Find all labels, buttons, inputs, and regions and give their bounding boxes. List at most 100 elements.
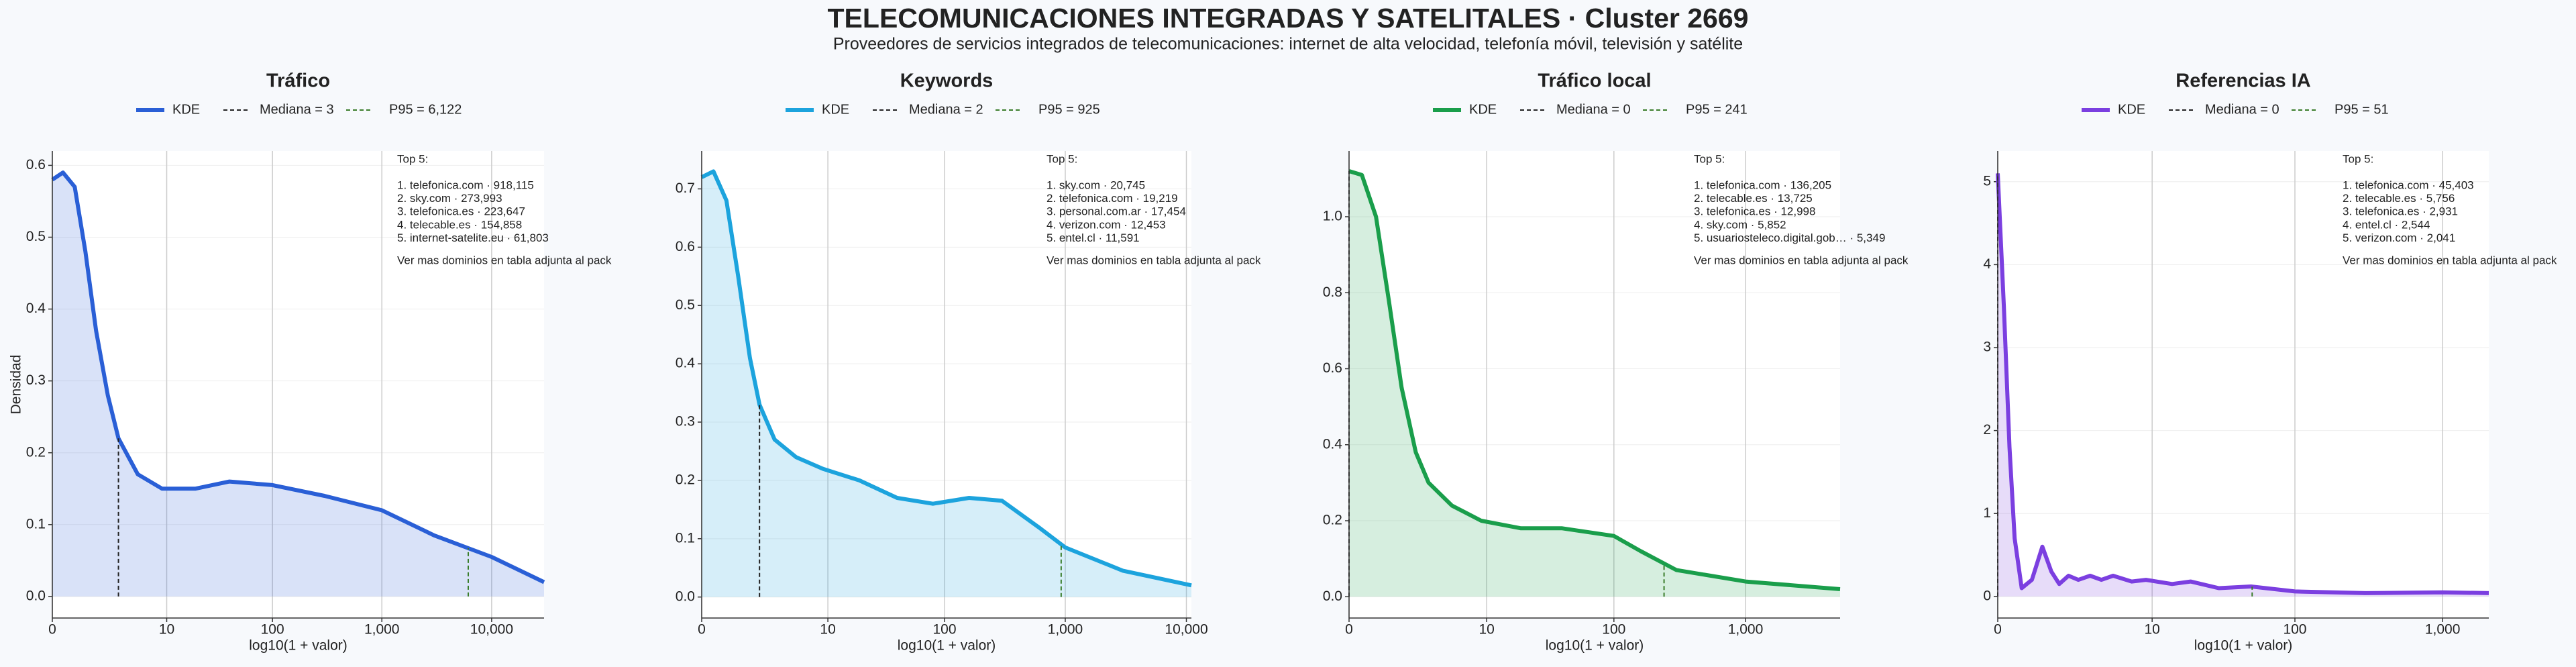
panel: 0.0 0.2 0.4 0.6 0.8 1.0 0 10 100 1,000 KDE Mediana … (1323, 70, 1909, 654)
legend-label: P95 = 925 (1038, 102, 1100, 117)
y-tick-label: 0.3 (26, 372, 46, 388)
y-tick-label: 0.2 (676, 472, 695, 487)
annotation-item: 1. sky.com · 20,745 (1046, 178, 1145, 191)
panel: 0 1 2 3 4 5 0 10 100 1,000 KDE Mediana = 0 P95 = 51 R… (1983, 70, 2557, 654)
x-tick-label: 10,000 (470, 622, 513, 637)
y-axis-label: Densidad (9, 355, 24, 415)
y-tick-label: 0.2 (26, 444, 46, 460)
x-axis-label: log10(1 + valor) (1546, 638, 1644, 654)
legend-label: KDE (2118, 102, 2145, 117)
legend-label: KDE (172, 102, 200, 117)
annotation-item: 5. internet-satelite.eu · 61,803 (397, 232, 549, 244)
y-tick-label: 0.4 (1323, 436, 1343, 452)
x-tick-label: 10 (820, 622, 835, 637)
annotation-heading: Top 5: (2343, 152, 2373, 165)
panel: 0.0 0.1 0.2 0.3 0.4 0.5 0.6 0.7 0 10 100 1,000 10,00… (676, 70, 1261, 654)
annotation-item: 3. telefonica.es · 2,931 (2343, 205, 2458, 218)
annotation-heading: Top 5: (1694, 152, 1725, 165)
y-tick-label: 0.1 (676, 530, 695, 546)
annotation-item: 2. telecable.es · 13,725 (1694, 192, 1813, 205)
panel-title: Referencias IA (2176, 70, 2311, 92)
x-tick-label: 10 (159, 622, 174, 637)
x-tick-label: 1,000 (2425, 622, 2461, 637)
y-tick-label: 5 (1983, 173, 1991, 189)
x-tick-label: 1,000 (364, 622, 400, 637)
annotation-footer: Ver mas dominios en tabla adjunta al pac… (1694, 254, 1909, 266)
y-tick-label: 0.3 (676, 414, 695, 429)
annotation-item: 3. telefonica.es · 223,647 (397, 205, 525, 218)
annotation-item: 4. telecable.es · 154,858 (397, 218, 522, 231)
plot-area (1998, 151, 2489, 618)
y-tick-label: 0.0 (676, 588, 695, 604)
legend-label: Mediana = 0 (1556, 102, 1631, 117)
y-tick-label: 0.5 (26, 229, 46, 244)
annotation-item: 1. telefonica.com · 45,403 (2343, 178, 2474, 191)
x-tick-label: 10,000 (1165, 622, 1208, 637)
x-tick-label: 0 (48, 622, 56, 637)
annotation-item: 1. telefonica.com · 136,205 (1694, 178, 1831, 191)
y-tick-label: 0.6 (1323, 360, 1342, 376)
kde-area (702, 171, 1191, 597)
legend-label: Mediana = 3 (260, 102, 334, 117)
x-tick-label: 100 (2283, 622, 2306, 637)
y-tick-label: 0.4 (26, 301, 46, 316)
legend-label: Mediana = 2 (909, 102, 983, 117)
x-axis-label: log10(1 + valor) (2194, 638, 2293, 654)
x-tick-label: 10 (2144, 622, 2159, 637)
annotation-footer: Ver mas dominios en tabla adjunta al pac… (397, 254, 612, 266)
annotation-item: 1. telefonica.com · 918,115 (397, 178, 534, 191)
y-tick-label: 0.5 (676, 297, 695, 313)
y-tick-label: 0 (1983, 588, 1991, 603)
annotation-item: 3. personal.com.ar · 17,454 (1046, 205, 1186, 218)
annotation-item: 5. verizon.com · 2,041 (2343, 232, 2455, 244)
x-tick-label: 0 (1345, 622, 1353, 637)
annotation-item: 4. entel.cl · 2,544 (2343, 218, 2430, 231)
kde-line (700, 169, 1192, 588)
y-tick-label: 0.6 (676, 239, 695, 254)
kde-line (1348, 169, 1841, 591)
panel-title: Tráfico (266, 70, 330, 92)
annotation-item: 2. telecable.es · 5,756 (2343, 192, 2455, 205)
plot-area (52, 151, 544, 618)
kde-area (1349, 171, 1840, 597)
x-tick-label: 0 (698, 622, 706, 637)
y-tick-label: 0.7 (676, 181, 695, 196)
y-tick-label: 1.0 (1323, 209, 1342, 224)
panel-title: Tráfico local (1538, 70, 1651, 92)
x-axis-label: log10(1 + valor) (898, 638, 996, 654)
legend-label: P95 = 241 (1686, 102, 1748, 117)
y-tick-label: 0.6 (26, 157, 46, 172)
y-tick-label: 1 (1983, 505, 1991, 521)
y-tick-label: 0.8 (1323, 285, 1342, 300)
annotation-item: 2. telefonica.com · 19,219 (1046, 192, 1178, 205)
x-tick-label: 100 (1602, 622, 1625, 637)
x-tick-label: 1,000 (1048, 622, 1083, 637)
y-tick-label: 0.0 (26, 588, 46, 603)
page-title: TELECOMUNICACIONES INTEGRADAS Y SATELITA… (828, 3, 1749, 34)
annotation-footer: Ver mas dominios en tabla adjunta al pac… (1046, 254, 1261, 266)
annotation-heading: Top 5: (397, 152, 428, 165)
x-axis-label: log10(1 + valor) (249, 638, 347, 654)
annotation-heading: Top 5: (1046, 152, 1077, 165)
panel-title: Keywords (900, 70, 994, 92)
legend-label: KDE (822, 102, 849, 117)
plot-area (1349, 151, 1840, 618)
plot-area (702, 151, 1191, 618)
x-tick-label: 100 (261, 622, 284, 637)
y-tick-label: 3 (1983, 340, 1991, 355)
y-tick-label: 0.0 (1323, 588, 1342, 604)
y-tick-label: 0.2 (1323, 513, 1342, 528)
legend-label: Mediana = 0 (2205, 102, 2279, 117)
y-tick-label: 2 (1983, 422, 1991, 438)
annotation-item: 4. verizon.com · 12,453 (1046, 218, 1166, 231)
annotation-item: 5. entel.cl · 11,591 (1046, 232, 1140, 244)
legend-label: P95 = 6,122 (389, 102, 462, 117)
kde-line (51, 170, 545, 584)
panel: 0.0 0.1 0.2 0.3 0.4 0.5 0.6 0 10 100 1,000 10,000 KD… (9, 70, 612, 654)
page-subtitle: Proveedores de servicios integrados de t… (833, 35, 1743, 54)
annotation-item: 5. usuariosteleco.digital.gob… · 5,349 (1694, 232, 1885, 244)
y-tick-label: 0.1 (26, 516, 46, 531)
annotation-item: 2. sky.com · 273,993 (397, 192, 502, 205)
annotation-item: 4. sky.com · 5,852 (1694, 218, 1786, 231)
